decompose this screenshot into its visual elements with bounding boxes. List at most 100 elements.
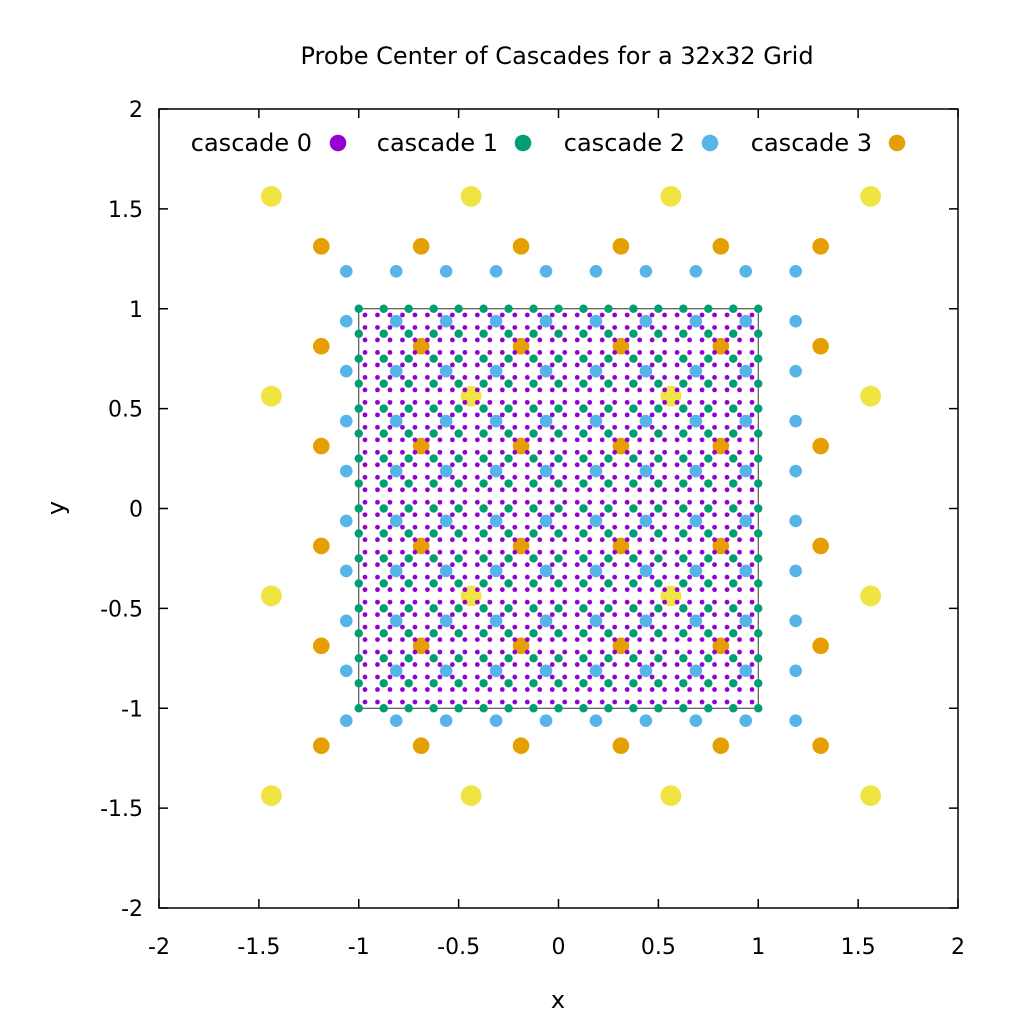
data-point [439, 314, 453, 328]
data-point [429, 329, 438, 338]
data-point [339, 265, 353, 278]
data-point [612, 312, 618, 318]
data-point [429, 704, 438, 713]
data-point [412, 537, 418, 543]
data-point [387, 424, 393, 430]
data-point [812, 437, 829, 455]
data-point [739, 714, 753, 728]
data-point [375, 587, 380, 593]
data-point [554, 629, 563, 638]
data-point [474, 674, 480, 680]
data-point [512, 599, 518, 605]
data-point [739, 364, 753, 378]
data-point [649, 375, 655, 380]
data-point [754, 379, 763, 388]
data-point [524, 449, 530, 455]
data-point [574, 637, 580, 642]
data-point [387, 487, 393, 493]
data-point [674, 637, 680, 642]
series-3 [313, 238, 829, 754]
data-point [737, 674, 742, 680]
data-point [412, 662, 418, 667]
data-point [549, 387, 555, 393]
data-point [604, 629, 613, 638]
data-point [474, 662, 480, 667]
data-point [637, 512, 643, 518]
data-point [529, 304, 538, 313]
data-point [699, 350, 705, 355]
data-point [612, 662, 618, 667]
data-point [637, 562, 643, 568]
x-tick-label: -0.5 [437, 935, 480, 960]
data-point [687, 412, 692, 418]
data-point [587, 612, 593, 618]
data-point [679, 354, 688, 363]
data-point [749, 487, 755, 493]
data-point [624, 512, 630, 518]
data-point [313, 737, 330, 754]
data-point [662, 587, 668, 593]
data-point [637, 424, 643, 430]
y-tick-label: -1 [121, 697, 143, 722]
data-point [512, 462, 518, 468]
data-point [412, 337, 418, 343]
data-point [387, 562, 393, 568]
data-point [629, 679, 638, 688]
data-point [339, 614, 353, 628]
data-point [354, 329, 363, 338]
data-point [562, 487, 568, 493]
data-point [462, 562, 468, 568]
data-point [624, 612, 630, 618]
data-point [712, 737, 730, 754]
data-point [737, 549, 742, 555]
data-point [737, 512, 742, 518]
data-point [429, 379, 438, 388]
data-point [487, 487, 493, 493]
data-point [724, 637, 730, 642]
data-point [404, 479, 413, 488]
data-point [574, 337, 580, 343]
x-tick-label: -1 [348, 935, 370, 960]
data-point [624, 474, 630, 480]
data-point [554, 554, 563, 563]
data-point [354, 604, 363, 613]
data-point [537, 499, 543, 505]
data-point [429, 304, 438, 313]
data-point [487, 375, 493, 380]
data-point [400, 637, 405, 642]
data-point [724, 562, 730, 568]
data-point [704, 529, 713, 538]
data-point [587, 599, 593, 605]
data-point [499, 537, 505, 543]
data-point [499, 587, 505, 593]
data-point [699, 412, 705, 418]
data-point [689, 265, 703, 278]
data-point [737, 624, 742, 630]
data-point [462, 549, 468, 555]
data-point [400, 375, 405, 380]
data-point [339, 714, 353, 728]
data-point [712, 350, 717, 355]
data-point [429, 579, 438, 588]
data-point [624, 637, 630, 642]
data-point [674, 487, 680, 493]
data-point [599, 350, 605, 355]
data-point [749, 524, 755, 530]
legend-label: cascade 2 [564, 129, 685, 157]
data-point [462, 325, 468, 330]
data-point [454, 654, 463, 663]
data-point [499, 649, 505, 655]
data-point [674, 337, 680, 343]
data-point [499, 699, 505, 705]
data-point [737, 437, 742, 443]
data-point [599, 437, 605, 443]
data-point [479, 479, 488, 488]
data-point [737, 562, 742, 568]
data-point [489, 514, 503, 528]
data-point [724, 574, 730, 580]
data-point [724, 387, 730, 393]
series-1 [354, 304, 763, 713]
data-point [737, 362, 742, 368]
data-point [425, 462, 430, 468]
data-point [487, 537, 493, 543]
